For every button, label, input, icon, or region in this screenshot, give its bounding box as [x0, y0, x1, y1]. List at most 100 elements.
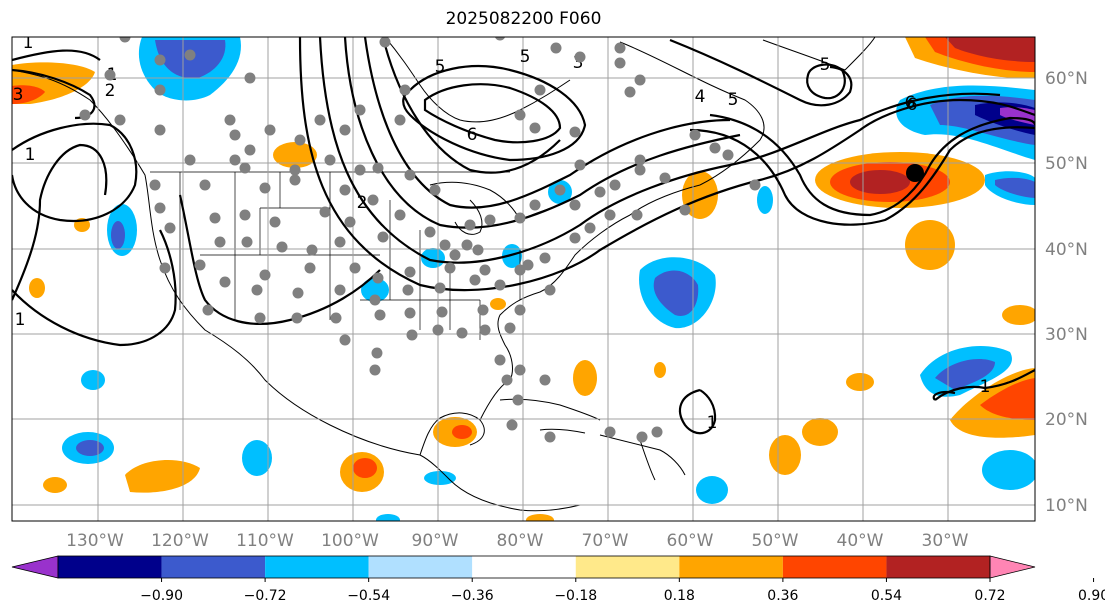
station-marker [404, 307, 416, 319]
colorbar-label: 0.90 [1078, 588, 1105, 604]
longitude-label: 70°W [582, 531, 629, 551]
station-marker [614, 42, 626, 54]
station-marker [709, 142, 721, 154]
station-marker [114, 114, 126, 126]
station-marker [461, 239, 473, 251]
station-marker [534, 84, 546, 96]
station-marker [354, 104, 366, 116]
positive-anomaly [273, 142, 317, 168]
station-marker [529, 122, 541, 134]
station-marker [429, 184, 441, 196]
station-marker [154, 202, 166, 214]
contour-label: 6 [907, 95, 918, 115]
station-marker [224, 114, 236, 126]
longitude-labels: 130°W 120°W 110°W 100°W 90°W 80°W 70°W 60°W 50°W… [66, 531, 969, 551]
negative-anomaly [995, 177, 1035, 198]
station-marker [306, 244, 318, 256]
station-marker [244, 144, 256, 156]
station-marker [722, 149, 734, 161]
anomaly-shading [12, 37, 1035, 521]
contour-label: 6 [905, 93, 916, 113]
station-marker [631, 209, 643, 221]
station-marker [334, 284, 346, 296]
station-marker [184, 154, 196, 166]
coastlines [12, 37, 876, 512]
station-marker [494, 354, 506, 366]
map-title: 2025082200 F060 [445, 9, 602, 29]
colorbar-labels: −0.90 −0.72 −0.54 −0.36 −0.18 0.18 0.36 0.54 0.7… [140, 578, 1105, 604]
station-marker [276, 241, 288, 253]
station-marker [529, 199, 541, 211]
positive-anomaly [490, 298, 506, 310]
positive-anomaly [905, 220, 955, 270]
station-marker [604, 426, 616, 438]
station-marker [479, 324, 491, 336]
positive-anomaly [850, 170, 910, 194]
station-marker [634, 74, 646, 86]
colorbar-segment [782, 556, 887, 578]
latitude-label: 40°N [1045, 240, 1088, 260]
longitude-label: 120°W [151, 531, 209, 551]
negative-anomaly [376, 514, 400, 521]
colorbar-label: −0.54 [347, 588, 390, 604]
colorbar-label: 0.18 [664, 588, 695, 604]
station-marker [379, 37, 391, 48]
station-marker [539, 252, 551, 264]
positive-anomaly [452, 425, 472, 439]
station-marker [539, 374, 551, 386]
station-marker [219, 276, 231, 288]
colorbar-segment [886, 556, 990, 578]
station-marker [514, 364, 526, 376]
contour-label: 1 [707, 413, 718, 433]
contour-label: 5 [820, 55, 831, 75]
station-marker [432, 324, 444, 336]
state-borders [150, 171, 521, 340]
colorbar-segment [472, 556, 576, 578]
station-marker [394, 114, 406, 126]
station-marker [749, 179, 761, 191]
station-marker [689, 129, 701, 141]
station-marker [574, 159, 586, 171]
station-marker [339, 124, 351, 136]
station-marker [444, 262, 456, 274]
station-marker [439, 239, 451, 251]
station-marker [569, 126, 581, 138]
contour-label: 5 [728, 90, 739, 110]
station-marker [434, 282, 446, 294]
station-marker [239, 209, 251, 221]
positive-anomaly [12, 85, 45, 104]
longitude-label: 100°W [321, 531, 379, 551]
longitude-label: 30°W [922, 531, 969, 551]
station-marker [636, 431, 648, 443]
negative-anomaly [361, 278, 389, 302]
station-marker [594, 186, 606, 198]
latitude-label: 10°N [1045, 496, 1088, 516]
positive-anomaly [29, 278, 45, 298]
station-marker [209, 212, 221, 224]
station-marker [554, 184, 566, 196]
longitude-label: 50°W [752, 531, 799, 551]
station-marker [494, 37, 506, 41]
negative-anomaly [696, 476, 728, 504]
station-marker [472, 244, 484, 256]
station-marker [254, 312, 266, 324]
positive-anomaly [682, 171, 718, 219]
longitude-label: 110°W [236, 531, 294, 551]
station-marker [79, 109, 91, 121]
longitude-label: 130°W [66, 531, 124, 551]
station-marker [402, 284, 414, 296]
contour-label: 1 [980, 377, 991, 397]
station-marker [229, 129, 241, 141]
colorbar-min-extension [11, 555, 59, 579]
station-marker [584, 222, 596, 234]
station-marker [154, 84, 166, 96]
station-marker [679, 204, 691, 216]
station-marker [514, 264, 526, 276]
station-marker [251, 284, 263, 296]
positive-anomaly [945, 37, 1035, 62]
station-marker [501, 374, 513, 386]
station-marker [119, 37, 131, 43]
contour-label: 1 [23, 33, 34, 53]
station-marker [634, 164, 646, 176]
negative-anomaly [81, 370, 105, 390]
